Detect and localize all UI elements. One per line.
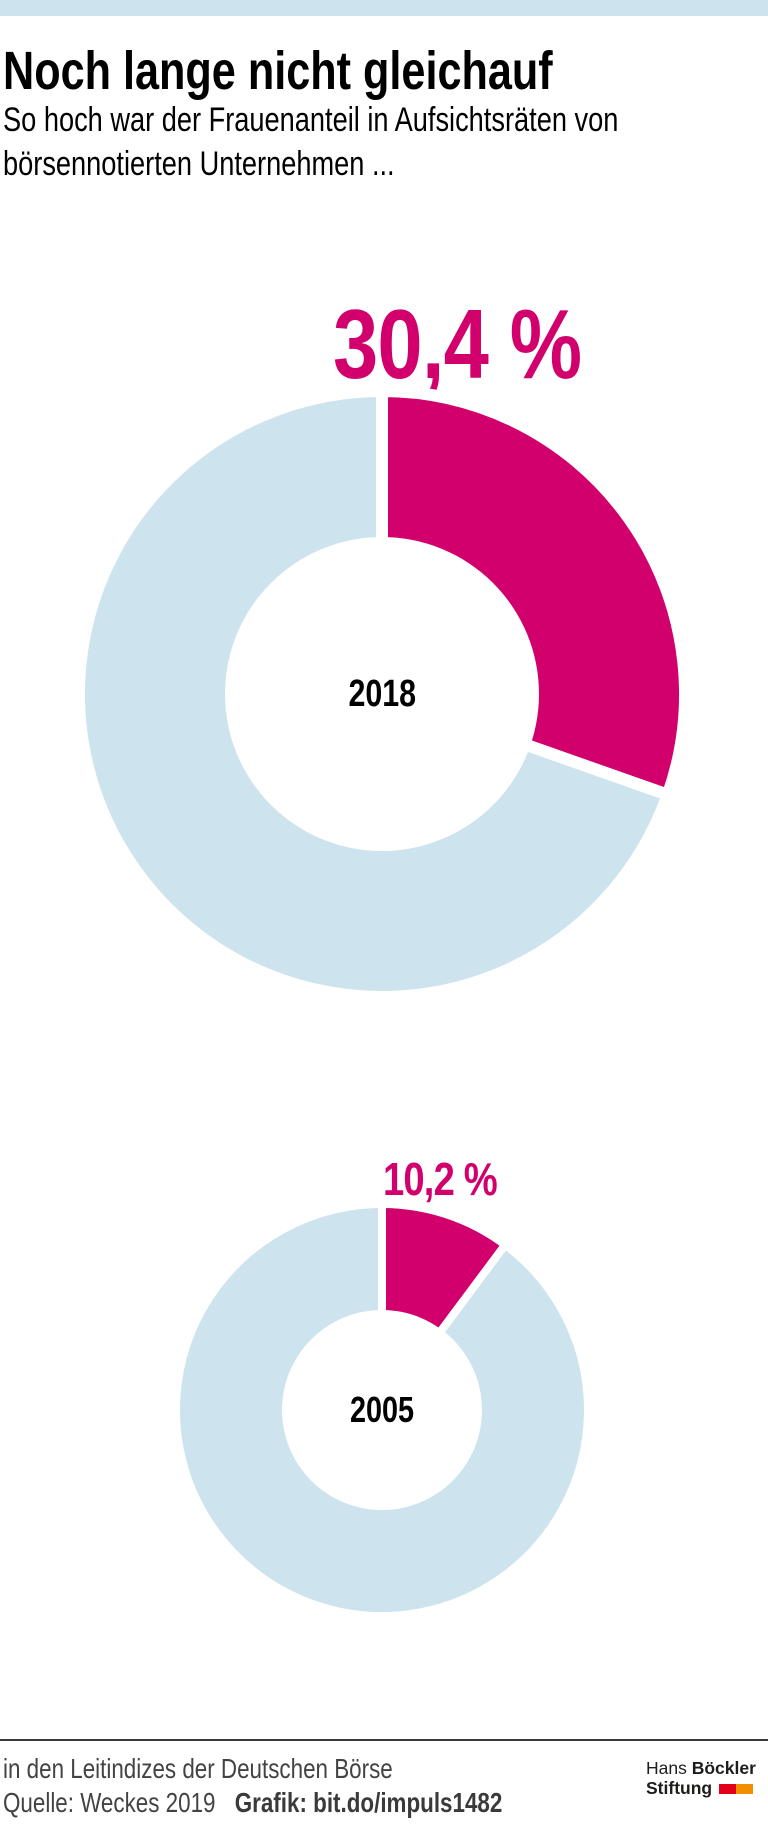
logo-line2: Stiftung xyxy=(646,1779,756,1798)
page-subtitle-line1: So hoch war der Frauenanteil in Aufsicht… xyxy=(3,101,619,139)
footer-divider xyxy=(0,1739,768,1741)
donut-chart-2005: 2005 xyxy=(172,1200,592,1620)
remainder-slice-2005 xyxy=(172,1200,592,1620)
page-subtitle-line2: börsennotierten Unternehmen ... xyxy=(3,144,395,183)
center-year-label-2005: 2005 xyxy=(349,1389,415,1430)
footer-credit: Grafik: bit.do/impuls1482 xyxy=(234,1787,503,1818)
page-subtitle: So hoch war der Frauenanteil in Aufsicht… xyxy=(3,99,768,186)
logo-square-red xyxy=(719,1783,737,1795)
center-year-label-2018: 2018 xyxy=(348,672,416,715)
footer-source: Quelle: Weckes 2019 xyxy=(3,1787,216,1818)
logo-line1: Hans Böckler xyxy=(646,1758,756,1778)
donut-chart-2005-svg xyxy=(172,1200,592,1620)
page-title-text: Noch lange nicht gleichauf xyxy=(3,41,553,101)
donut-hole-2005 xyxy=(282,1310,482,1510)
donut-chart-2018: 2018 xyxy=(72,384,692,1004)
highlight-slice-2018 xyxy=(376,384,691,803)
value-label-2018: 30,4 % xyxy=(333,289,582,399)
logo-square-orange xyxy=(736,1783,754,1795)
donut-chart-2018-svg xyxy=(73,384,691,1003)
page-title: Noch lange nicht gleichauf xyxy=(3,44,690,98)
footer-note: in den Leitindizes der Deutschen Börse xyxy=(3,1753,393,1784)
hans-boeckler-stiftung-logo: Hans Böckler Stiftung xyxy=(646,1758,756,1798)
value-label-2005: 10,2 % xyxy=(383,1153,498,1205)
top-accent-bar xyxy=(0,0,768,16)
remainder-slice-2018 xyxy=(73,384,676,1003)
donut-hole-2018 xyxy=(225,537,539,851)
footer-source-line: Quelle: Weckes 2019 Grafik: bit.do/impuls… xyxy=(3,1789,627,1817)
highlight-slice-2005 xyxy=(378,1200,511,1423)
